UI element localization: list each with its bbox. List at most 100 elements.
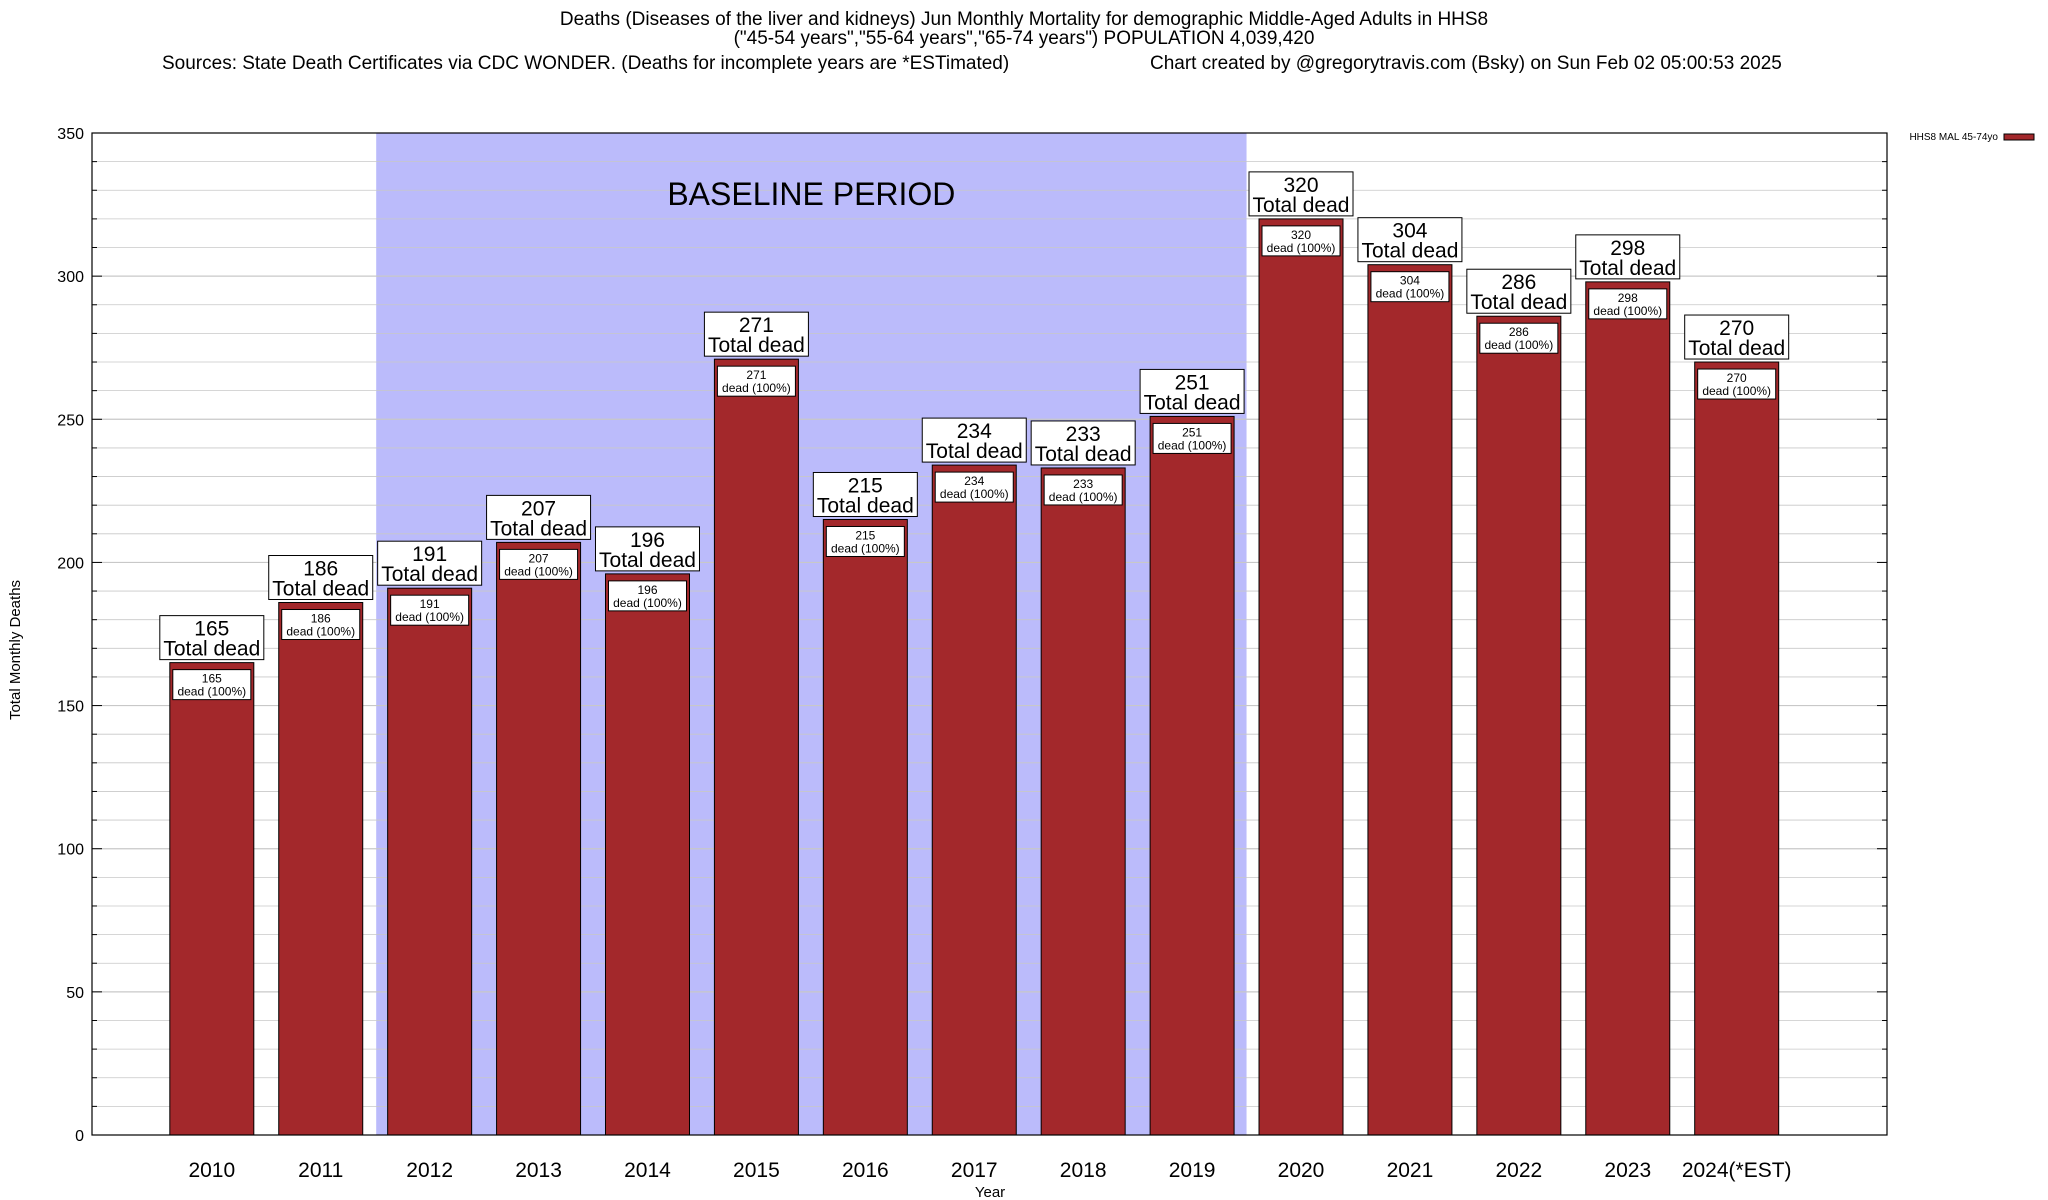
legend-swatch: [2003, 133, 2035, 141]
total-label-box: [1466, 268, 1572, 314]
total-label-box: [921, 417, 1027, 463]
data-label-part: dead (100%): [1049, 490, 1118, 504]
total-label-box: [377, 540, 483, 586]
data-label-box: [825, 525, 905, 557]
data-label-box: [934, 471, 1014, 503]
data-label-value: 234: [964, 474, 984, 488]
y-tick-label: 0: [75, 1128, 84, 1145]
data-label-box: [607, 580, 687, 612]
x-tick-label: 2016: [842, 1159, 889, 1182]
data-label-part: dead (100%): [504, 564, 573, 578]
x-tick-label: 2023: [1604, 1159, 1651, 1182]
data-label-part: dead (100%): [395, 610, 464, 624]
bar: [604, 573, 690, 1136]
total-label-value: 186: [303, 558, 338, 581]
y-axis-title: Total Monthly Deaths: [7, 580, 24, 720]
x-tick-label: 2014: [624, 1159, 671, 1182]
bar: [931, 464, 1017, 1136]
data-label-box: [499, 548, 579, 580]
data-label-part: dead (100%): [177, 685, 246, 699]
data-label-value: 165: [202, 672, 222, 686]
legend-label: HHS8 MAL 45-74yo: [1909, 132, 1998, 143]
bar: [713, 358, 799, 1136]
bar: [278, 602, 364, 1136]
total-label-text: Total dead: [1361, 240, 1458, 263]
x-tick-label: 2020: [1278, 1159, 1325, 1182]
plot-frame: [91, 132, 1888, 1136]
total-label-value: 233: [1066, 423, 1101, 446]
data-label-value: 270: [1727, 371, 1747, 385]
total-label-box: [1357, 217, 1463, 263]
data-label-box: [1261, 225, 1341, 257]
data-label-box: [1697, 368, 1777, 400]
x-tick-label: 2021: [1387, 1159, 1434, 1182]
total-label-box: [1575, 234, 1681, 280]
title-line-1: Deaths (Diseases of the liver and kidney…: [559, 9, 1489, 30]
total-label-box: [1139, 368, 1245, 414]
data-label-value: 186: [311, 612, 331, 626]
total-label-value: 207: [521, 497, 556, 520]
total-label-text: Total dead: [1035, 443, 1132, 466]
total-label-text: Total dead: [817, 494, 914, 517]
y-tick-label: 100: [57, 842, 84, 859]
data-label-value: 298: [1618, 291, 1638, 305]
data-label-value: 196: [637, 583, 657, 597]
total-label-text: Total dead: [1579, 257, 1676, 280]
total-label-text: Total dead: [381, 563, 478, 586]
total-label-text: Total dead: [272, 578, 369, 601]
bar: [822, 518, 908, 1136]
data-label-part: dead (100%): [831, 541, 900, 555]
data-label-value: 191: [420, 597, 440, 611]
data-label-box: [1588, 288, 1668, 320]
total-label-value: 304: [1392, 220, 1427, 243]
total-label-value: 271: [739, 314, 774, 337]
total-label-value: 298: [1610, 237, 1645, 260]
y-tick-label: 50: [66, 985, 84, 1002]
bar: [1258, 218, 1344, 1136]
y-tick-label: 150: [57, 699, 84, 716]
y-tick-label: 300: [57, 269, 84, 286]
total-label-text: Total dead: [1470, 291, 1567, 314]
y-tick-label: 250: [57, 412, 84, 429]
baseline-period-label: BASELINE PERIOD: [667, 176, 955, 212]
data-label-value: 207: [529, 551, 549, 565]
data-label-value: 320: [1291, 228, 1311, 242]
data-label-box: [1479, 322, 1559, 354]
data-label-part: dead (100%): [286, 625, 355, 639]
total-label-box: [1684, 314, 1790, 360]
bar: [1585, 281, 1671, 1136]
y-tick-label: 200: [57, 555, 84, 572]
data-label-part: dead (100%): [940, 487, 1009, 501]
data-label-part: dead (100%): [1158, 438, 1227, 452]
x-tick-label: 2022: [1495, 1159, 1542, 1182]
total-label-box: [268, 555, 374, 601]
total-label-box: [1030, 420, 1136, 466]
bar: [387, 587, 473, 1136]
total-label-value: 234: [957, 420, 992, 443]
data-label-value: 271: [746, 368, 766, 382]
bar: [1694, 361, 1780, 1136]
data-label-box: [716, 365, 796, 397]
data-label-value: 233: [1073, 477, 1093, 491]
bar: [1040, 467, 1126, 1136]
x-tick-label: 2011: [298, 1159, 343, 1182]
data-label-value: 286: [1509, 325, 1529, 339]
x-tick-label: 2018: [1060, 1159, 1107, 1182]
total-label-value: 165: [194, 618, 229, 641]
data-label-part: dead (100%): [1702, 384, 1771, 398]
bar: [1149, 415, 1235, 1136]
total-label-text: Total dead: [1144, 391, 1241, 414]
total-label-box: [703, 311, 809, 357]
total-label-value: 251: [1175, 371, 1210, 394]
x-tick-label: 2010: [188, 1159, 235, 1182]
data-label-part: dead (100%): [1267, 241, 1336, 255]
bar: [169, 662, 255, 1136]
chart-title: Deaths (Diseases of the liver and kidney…: [0, 10, 2048, 48]
total-label-box: [486, 494, 592, 540]
total-label-text: Total dead: [1253, 194, 1350, 217]
sources-text: Sources: State Death Certificates via CD…: [162, 53, 1010, 74]
data-label-part: dead (100%): [722, 381, 791, 395]
x-tick-label: 2019: [1169, 1159, 1216, 1182]
data-label-value: 304: [1400, 274, 1420, 288]
